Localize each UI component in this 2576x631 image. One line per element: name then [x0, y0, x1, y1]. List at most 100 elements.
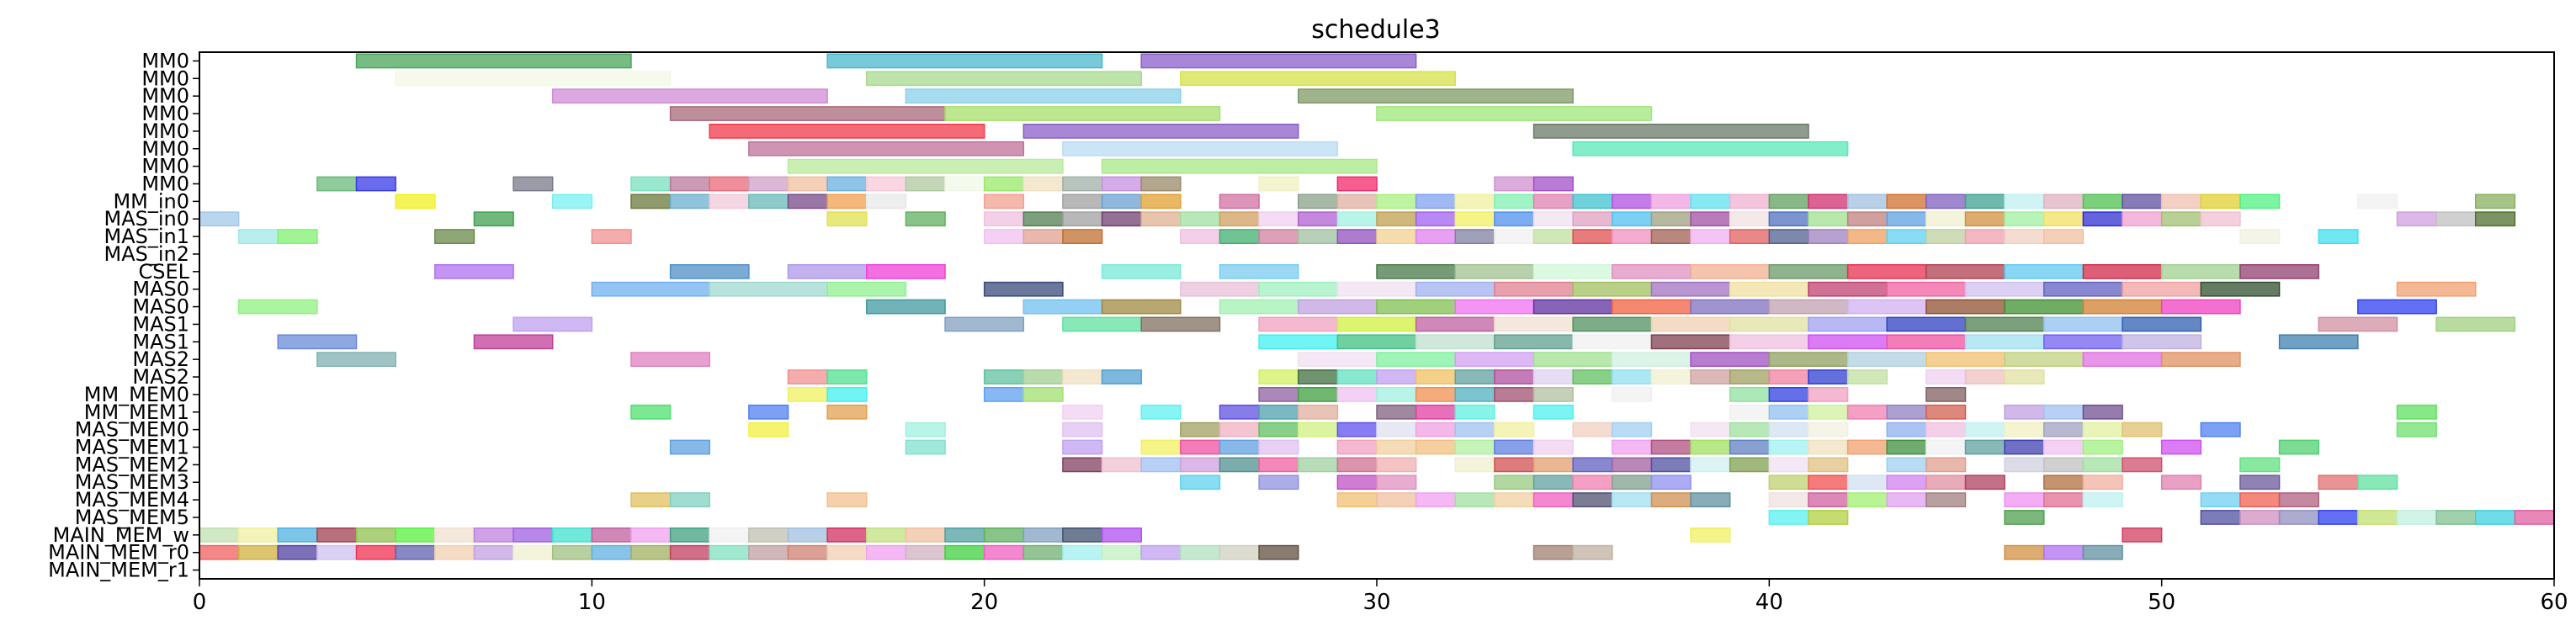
task-bar	[1454, 299, 1535, 315]
task-bar	[1572, 492, 1613, 507]
task-bar	[355, 544, 396, 560]
task-bar	[2043, 404, 2085, 420]
task-bar	[1101, 263, 1182, 279]
task-bar	[1219, 229, 1260, 244]
task-bar	[1336, 194, 1378, 209]
task-bar	[2239, 229, 2281, 244]
task-bar	[1808, 334, 1888, 350]
task-bar	[1808, 404, 1849, 420]
task-bar	[2514, 510, 2555, 525]
task-bar	[709, 527, 750, 543]
task-bar	[983, 369, 1025, 384]
task-bar	[1062, 422, 1103, 437]
task-bar	[630, 194, 672, 209]
task-bar	[513, 176, 554, 192]
task-bar	[1532, 369, 1574, 384]
task-bar	[787, 387, 828, 402]
task-bar	[1532, 194, 1574, 209]
task-bar	[2239, 263, 2319, 279]
task-bar	[630, 176, 672, 192]
task-bar	[1415, 439, 1457, 455]
task-bar	[1886, 316, 1967, 332]
task-bar	[355, 176, 396, 192]
task-bar	[2004, 422, 2045, 437]
task-bar	[1180, 229, 1221, 244]
task-bar	[1297, 211, 1339, 227]
x-tick-label: 20	[970, 590, 998, 615]
task-bar	[1808, 211, 1849, 227]
task-bar	[1768, 352, 1849, 368]
task-bar	[1925, 194, 1967, 209]
task-bar	[1180, 475, 1221, 490]
task-bar	[1650, 281, 1731, 297]
task-bar	[2474, 211, 2516, 227]
task-bar	[748, 176, 789, 192]
task-bar	[1180, 71, 1457, 87]
y-tick-label: MM0	[141, 84, 189, 108]
task-bar	[1219, 439, 1260, 455]
task-bar	[826, 492, 868, 507]
task-bar	[2004, 457, 2045, 473]
task-bar	[983, 527, 1025, 543]
task-bar	[1768, 492, 1809, 507]
task-bar	[1846, 263, 1927, 279]
task-bar	[1729, 422, 1771, 437]
task-bar	[1572, 475, 1613, 490]
task-bar	[1140, 544, 1182, 560]
y-tick-label: MAS_MEM1	[75, 436, 189, 459]
task-bar	[866, 194, 907, 209]
task-bar	[2122, 316, 2202, 332]
task-bar	[1886, 439, 1927, 455]
task-bar	[1062, 404, 1103, 420]
task-bar	[1532, 176, 1574, 192]
task-bar	[1886, 334, 1967, 350]
task-bar	[1454, 492, 1495, 507]
task-bar	[1336, 211, 1378, 227]
task-bar	[1336, 281, 1417, 297]
task-bar	[1729, 316, 1809, 332]
task-bar	[395, 71, 672, 87]
task-bar	[1297, 457, 1339, 473]
task-bar	[2043, 229, 2085, 244]
task-bar	[2200, 281, 2281, 297]
task-bar	[1454, 352, 1535, 368]
task-bar	[1846, 352, 1927, 368]
task-bar	[1768, 229, 1809, 244]
task-bar	[709, 544, 750, 560]
task-bar	[1572, 211, 1613, 227]
task-bar	[1808, 457, 1849, 473]
y-tick-label: MM_MEM0	[84, 383, 189, 406]
task-bar	[1494, 229, 1535, 244]
task-bar	[2318, 510, 2359, 525]
task-bar	[2357, 194, 2398, 209]
task-bar	[1690, 422, 1731, 437]
task-bar	[473, 334, 554, 350]
task-bar	[395, 544, 436, 560]
task-bar	[1062, 544, 1103, 560]
task-bar	[1808, 492, 1849, 507]
y-tick-label: MAS0	[132, 295, 189, 319]
task-bar	[1572, 316, 1653, 332]
task-bar	[826, 404, 868, 420]
task-bar	[2004, 510, 2045, 525]
task-bar	[1650, 194, 1692, 209]
task-bar	[2474, 510, 2516, 525]
task-bar	[2278, 510, 2319, 525]
task-bar	[826, 53, 1103, 69]
task-bar	[1494, 422, 1535, 437]
task-bar	[1729, 229, 1771, 244]
task-bar	[1808, 281, 1888, 297]
task-bar	[1572, 141, 1849, 156]
task-bar	[1494, 176, 1535, 192]
task-bar	[826, 387, 868, 402]
task-bar	[2396, 510, 2437, 525]
task-bar	[1532, 352, 1613, 368]
task-bar	[1376, 422, 1417, 437]
task-bar	[748, 141, 1025, 156]
task-bar	[434, 263, 514, 279]
task-bar	[1532, 475, 1574, 490]
task-bar	[1729, 387, 1771, 402]
task-bar	[1925, 422, 1967, 437]
task-bar	[2004, 299, 2085, 315]
task-bar	[983, 194, 1025, 209]
